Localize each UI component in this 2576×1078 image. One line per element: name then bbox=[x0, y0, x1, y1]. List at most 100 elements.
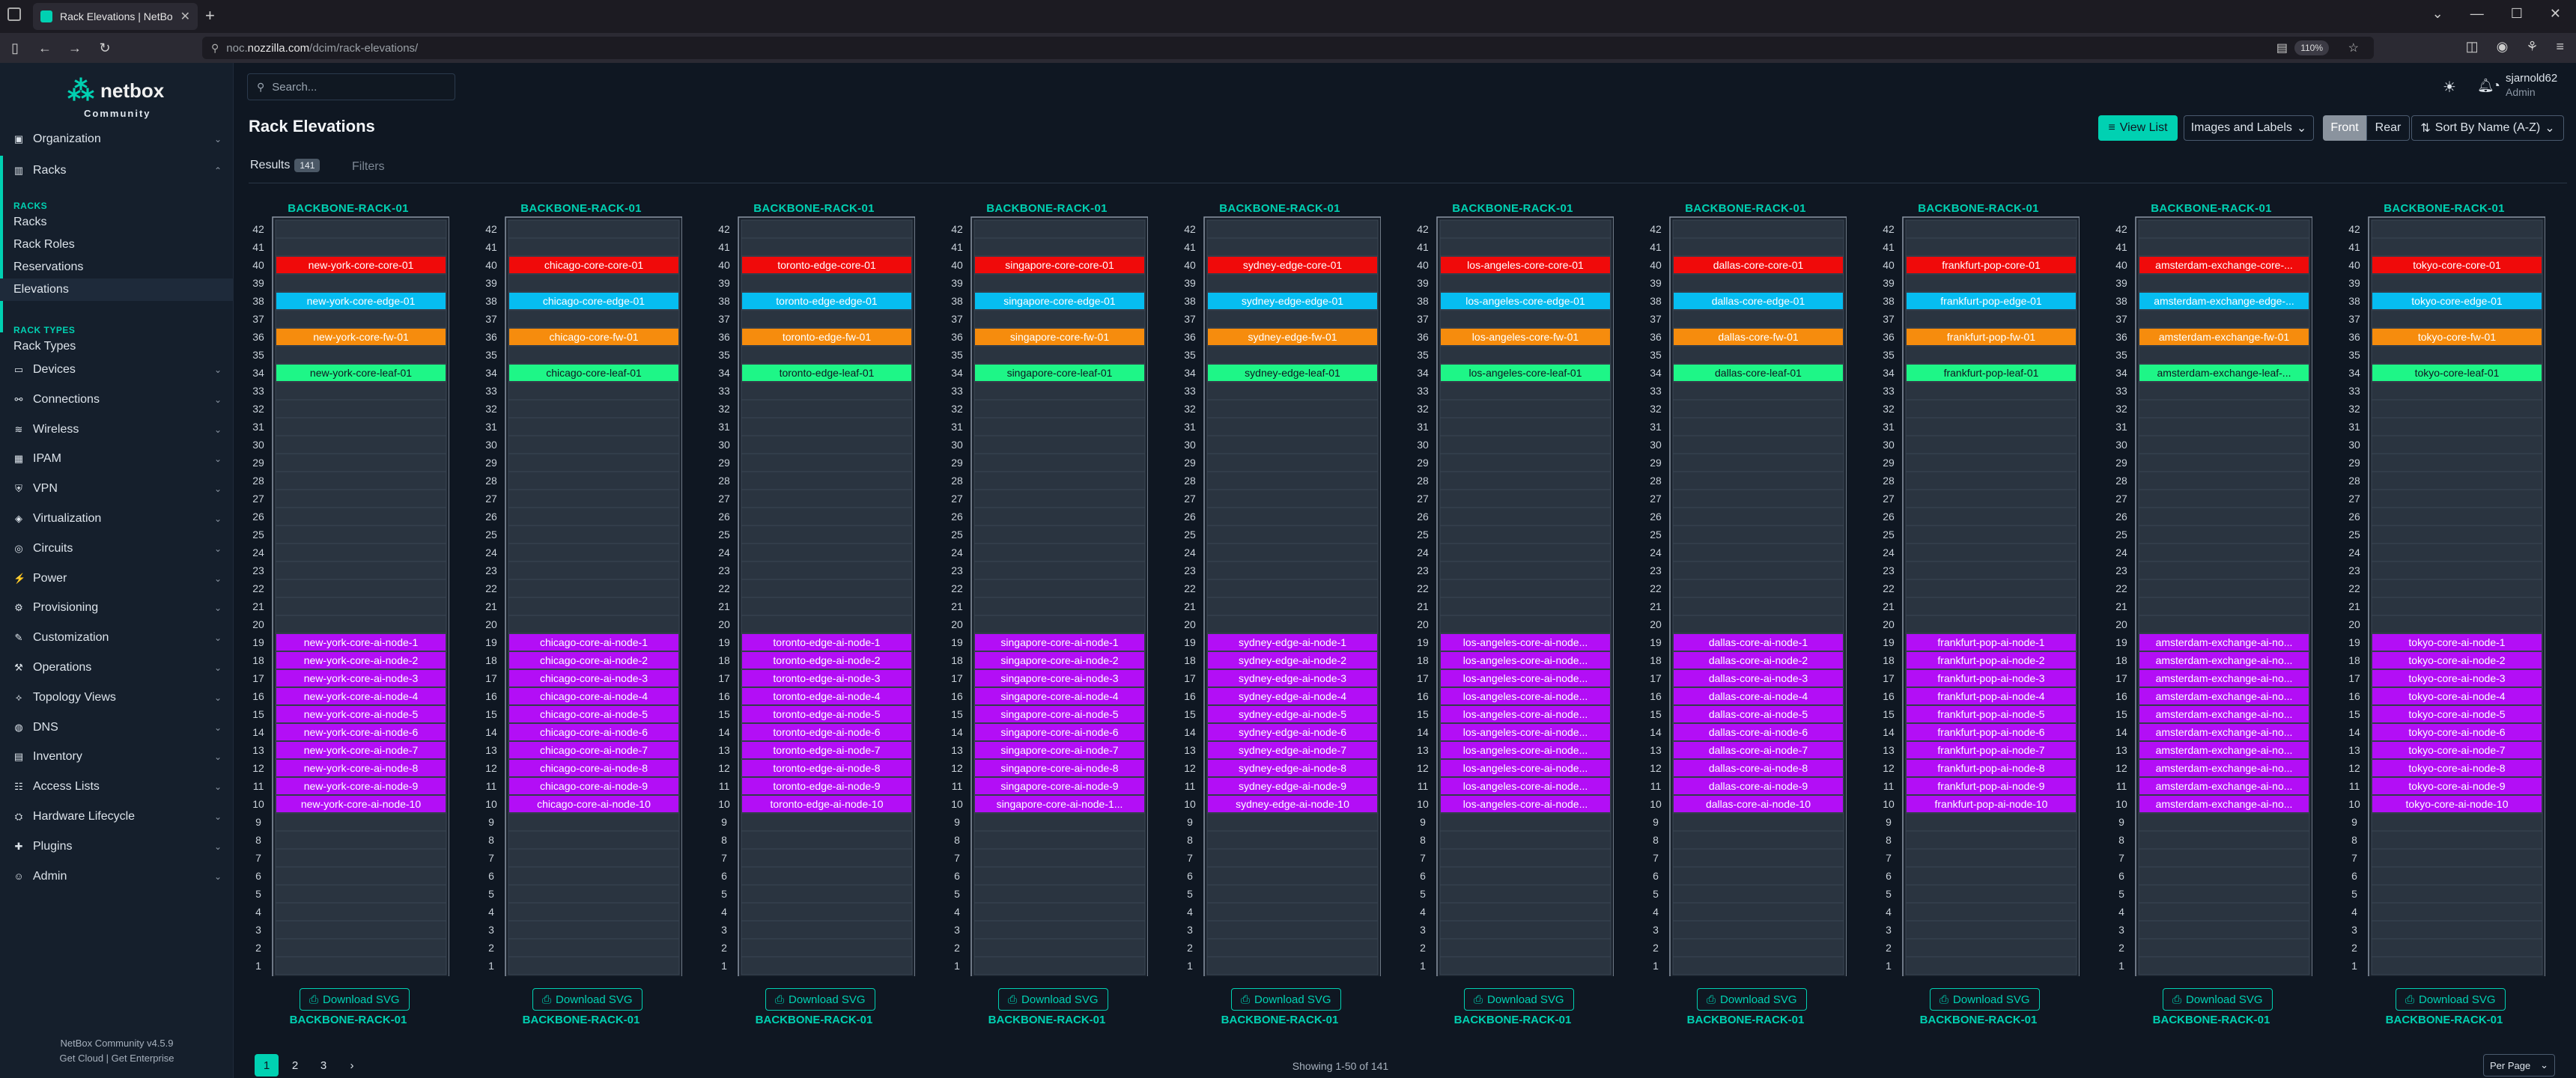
device-ai-node[interactable]: frankfurt-pop-ai-node-3 bbox=[1907, 670, 2076, 686]
rack-unit-slot[interactable] bbox=[1672, 866, 1844, 886]
device-ai-node[interactable]: new-york-core-ai-node-10 bbox=[276, 796, 446, 812]
rack-unit-slot[interactable] bbox=[1206, 489, 1379, 508]
sidebar-item-dns[interactable]: ◍ DNS ⌄ bbox=[0, 713, 234, 743]
rack-unit-slot[interactable] bbox=[1672, 525, 1844, 544]
device-edge[interactable]: los-angeles-core-edge-01 bbox=[1441, 293, 1610, 309]
rack-unit-slot[interactable] bbox=[508, 435, 680, 454]
rack-unit-slot[interactable] bbox=[973, 848, 1146, 868]
device-ai-node[interactable]: dallas-core-ai-node-10 bbox=[1674, 796, 1843, 812]
new-tab-icon[interactable]: + bbox=[205, 6, 215, 25]
rack-unit-slot[interactable] bbox=[2371, 237, 2543, 257]
rack-unit-slot[interactable] bbox=[1439, 273, 1611, 293]
device-block[interactable] bbox=[1674, 634, 1843, 651]
rack-unit-slot[interactable] bbox=[973, 579, 1146, 598]
rack-unit-slot[interactable] bbox=[741, 597, 913, 616]
rack-unit-slot[interactable] bbox=[508, 417, 680, 436]
rack-unit-slot[interactable] bbox=[973, 812, 1146, 832]
rack-unit-slot[interactable] bbox=[1206, 884, 1379, 904]
device-block[interactable] bbox=[1208, 724, 1377, 740]
device-block[interactable] bbox=[1907, 706, 2076, 722]
rack-unit-slot[interactable] bbox=[2138, 597, 2310, 616]
rack-unit-slot[interactable] bbox=[1672, 597, 1844, 616]
front-face-button[interactable]: Front bbox=[2323, 115, 2366, 141]
device-ai-node[interactable]: frankfurt-pop-ai-node-10 bbox=[1907, 796, 2076, 812]
close-tab-icon[interactable]: ✕ bbox=[180, 10, 190, 23]
device-ai-node[interactable]: tokyo-core-ai-node-7 bbox=[2372, 742, 2542, 758]
device-ai-node[interactable]: toronto-edge-ai-node-5 bbox=[742, 706, 911, 722]
device-ai-node[interactable]: los-angeles-core-ai-node... bbox=[1441, 796, 1610, 812]
device-ai-node[interactable]: sydney-edge-ai-node-7 bbox=[1208, 742, 1377, 758]
rack-unit-slot[interactable] bbox=[973, 507, 1146, 526]
device-block[interactable] bbox=[1674, 365, 1843, 381]
sidebar-item-elevations[interactable]: Elevations bbox=[0, 278, 234, 301]
device-block[interactable] bbox=[2372, 634, 2542, 651]
rack-unit-slot[interactable] bbox=[2371, 399, 2543, 418]
device-block[interactable] bbox=[1907, 778, 2076, 794]
device-ai-node[interactable]: frankfurt-pop-ai-node-5 bbox=[1907, 706, 2076, 722]
tab-filters[interactable]: Filters bbox=[352, 160, 385, 173]
rack-unit-slot[interactable] bbox=[741, 525, 913, 544]
rack-unit-slot[interactable] bbox=[1206, 507, 1379, 526]
rack-name-link-bottom[interactable]: BACKBONE-RACK-01 bbox=[1686, 1014, 1805, 1026]
device-leaf[interactable]: sydney-edge-leaf-01 bbox=[1208, 365, 1377, 381]
rack-unit-slot[interactable] bbox=[508, 525, 680, 544]
device-core[interactable]: sydney-edge-core-01 bbox=[1208, 257, 1377, 273]
rack-unit-slot[interactable] bbox=[2371, 453, 2543, 472]
rack-unit-slot[interactable] bbox=[2371, 273, 2543, 293]
rack-unit-slot[interactable] bbox=[1206, 309, 1379, 329]
device-block[interactable] bbox=[1441, 760, 1610, 776]
device-block[interactable] bbox=[1907, 293, 2076, 309]
rack-unit-slot[interactable] bbox=[275, 489, 447, 508]
device-ai-node[interactable]: amsterdam-exchange-ai-no... bbox=[2139, 778, 2309, 794]
sidebar-item-wireless[interactable]: ≋ Wireless ⌄ bbox=[0, 415, 234, 445]
device-block[interactable] bbox=[1907, 634, 2076, 651]
sidebar-item-circuits[interactable]: ◎ Circuits ⌄ bbox=[0, 534, 234, 564]
device-ai-node[interactable]: singapore-core-ai-node-1 bbox=[975, 634, 1144, 651]
rack-unit-slot[interactable] bbox=[508, 453, 680, 472]
rack-unit-slot[interactable] bbox=[1905, 615, 2077, 634]
device-block[interactable] bbox=[509, 688, 678, 704]
device-block[interactable] bbox=[2139, 670, 2309, 686]
rack-unit-slot[interactable] bbox=[2371, 956, 2543, 975]
rack-unit-slot[interactable] bbox=[275, 453, 447, 472]
device-edge[interactable]: chicago-core-edge-01 bbox=[509, 293, 678, 309]
device-block[interactable] bbox=[2372, 706, 2542, 722]
device-block[interactable] bbox=[276, 742, 446, 758]
rack-unit-slot[interactable] bbox=[1439, 219, 1611, 239]
notifications-bell-icon[interactable]: 🔔︎ bbox=[2477, 78, 2494, 93]
rack-unit-slot[interactable] bbox=[1439, 812, 1611, 832]
rack-unit-slot[interactable] bbox=[741, 561, 913, 580]
sidebar-item-operations[interactable]: ⚒ Operations ⌄ bbox=[0, 653, 234, 683]
rack-unit-slot[interactable] bbox=[1905, 866, 2077, 886]
rack-unit-slot[interactable] bbox=[2138, 848, 2310, 868]
rack-unit-slot[interactable] bbox=[1905, 435, 2077, 454]
device-ai-node[interactable]: sydney-edge-ai-node-1 bbox=[1208, 634, 1377, 651]
rack-unit-slot[interactable] bbox=[1206, 237, 1379, 257]
device-ai-node[interactable]: sydney-edge-ai-node-6 bbox=[1208, 724, 1377, 740]
device-block[interactable] bbox=[509, 257, 678, 273]
device-block[interactable] bbox=[1907, 796, 2076, 812]
device-block[interactable] bbox=[975, 652, 1144, 669]
device-block[interactable] bbox=[2372, 329, 2542, 345]
rack-unit-slot[interactable] bbox=[508, 273, 680, 293]
rack-unit-slot[interactable] bbox=[973, 435, 1146, 454]
rack-unit-slot[interactable] bbox=[1206, 435, 1379, 454]
device-block[interactable] bbox=[742, 634, 911, 651]
device-ai-node[interactable]: singapore-core-ai-node-8 bbox=[975, 760, 1144, 776]
rack-unit-slot[interactable] bbox=[2371, 597, 2543, 616]
device-ai-node[interactable]: frankfurt-pop-ai-node-1 bbox=[1907, 634, 2076, 651]
device-leaf[interactable]: amsterdam-exchange-leaf-... bbox=[2139, 365, 2309, 381]
rack-unit-slot[interactable] bbox=[275, 884, 447, 904]
device-leaf[interactable]: new-york-core-leaf-01 bbox=[276, 365, 446, 381]
device-block[interactable] bbox=[742, 724, 911, 740]
rack-unit-slot[interactable] bbox=[275, 543, 447, 562]
rack-unit-slot[interactable] bbox=[508, 902, 680, 922]
tab-results[interactable]: Results 141 bbox=[250, 159, 321, 172]
device-block[interactable] bbox=[742, 778, 911, 794]
device-block[interactable] bbox=[509, 293, 678, 309]
rack-unit-slot[interactable] bbox=[1439, 489, 1611, 508]
sidebar-toggle-icon[interactable]: ▯ bbox=[11, 40, 19, 55]
sidebar-item-topology-views[interactable]: ⟡ Topology Views ⌄ bbox=[0, 683, 234, 713]
rack-unit-slot[interactable] bbox=[741, 830, 913, 850]
rack-unit-slot[interactable] bbox=[1672, 561, 1844, 580]
